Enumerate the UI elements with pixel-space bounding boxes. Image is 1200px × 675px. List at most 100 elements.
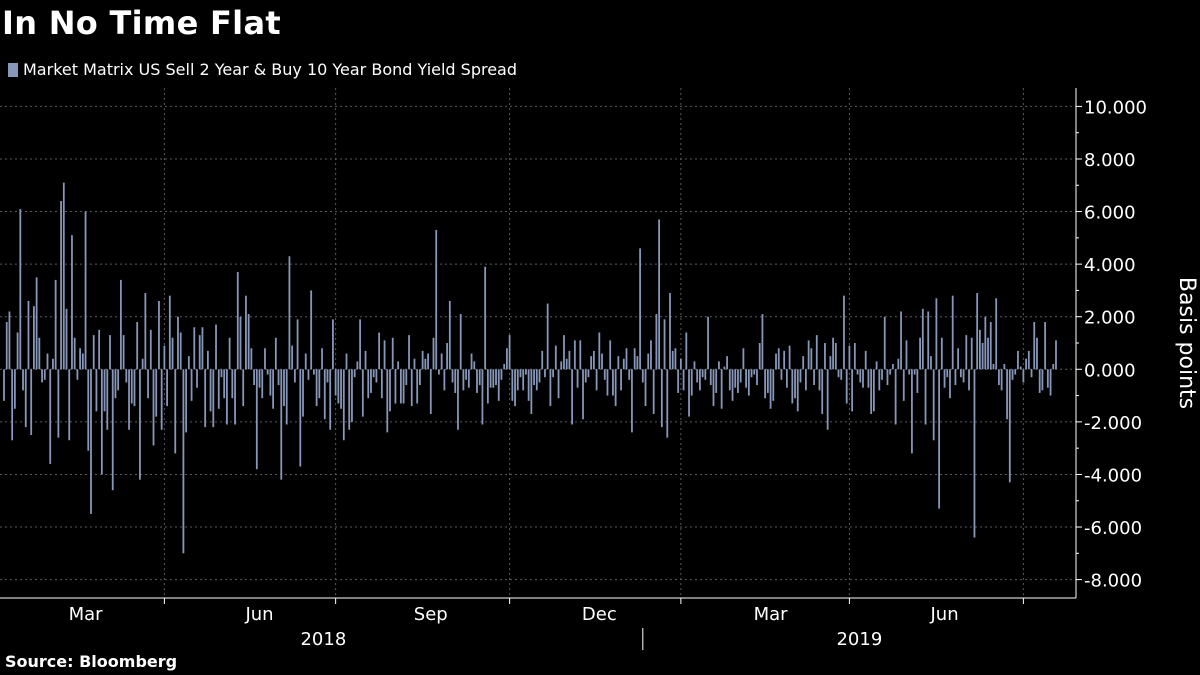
bar: [187, 356, 190, 370]
bar: [147, 369, 149, 399]
bar: [361, 369, 364, 417]
bar: [283, 369, 285, 407]
bar: [242, 369, 245, 407]
bar: [329, 369, 332, 430]
bar: [323, 369, 326, 420]
bar: [1025, 358, 1027, 370]
bar: [486, 369, 489, 404]
bar: [592, 350, 595, 370]
bar: [375, 369, 378, 383]
bar: [304, 353, 307, 370]
bar: [22, 369, 24, 391]
bar: [160, 369, 163, 430]
bar: [57, 369, 60, 438]
bar: [391, 337, 394, 370]
bar: [938, 369, 941, 509]
bar: [867, 369, 870, 388]
x-tick-label: Jun: [244, 604, 273, 625]
bar: [155, 369, 158, 417]
bar: [65, 308, 68, 370]
bar: [587, 369, 590, 378]
bar: [356, 361, 359, 370]
bar: [489, 369, 492, 388]
bar: [16, 332, 19, 370]
bar: [590, 356, 593, 370]
bar: [614, 369, 617, 407]
bar: [46, 353, 49, 370]
bar: [1006, 369, 1008, 420]
bar: [747, 369, 750, 396]
bar: [921, 308, 924, 370]
bar: [318, 369, 321, 399]
bar: [435, 229, 438, 370]
bar: [348, 369, 351, 430]
bar: [432, 337, 435, 370]
bar: [49, 369, 52, 464]
bar: [718, 361, 720, 370]
bar: [954, 369, 957, 386]
bar: [215, 324, 217, 370]
bar: [174, 369, 177, 454]
bar: [492, 369, 495, 388]
bar: [573, 340, 576, 370]
bar: [821, 369, 824, 414]
bar: [1000, 369, 1003, 391]
bar: [582, 369, 584, 420]
bar: [525, 369, 527, 375]
bar: [446, 343, 448, 370]
bar: [891, 364, 894, 370]
bar: [563, 335, 565, 370]
bar: [609, 340, 612, 370]
bar: [957, 348, 960, 370]
bar: [234, 369, 236, 425]
bar: [185, 369, 188, 433]
bar: [544, 369, 546, 378]
bar: [881, 369, 883, 380]
x-tick-label: Dec: [582, 604, 617, 625]
bar: [168, 295, 171, 370]
bar: [24, 369, 27, 428]
bar: [272, 369, 275, 409]
bar: [886, 369, 889, 386]
bar: [427, 353, 429, 370]
bar: [677, 369, 680, 393]
bar: [908, 369, 911, 375]
bar: [71, 235, 73, 370]
bar: [758, 343, 761, 370]
bar: [935, 298, 938, 370]
bar: [217, 369, 220, 409]
bar: [334, 369, 337, 396]
bar: [690, 369, 693, 396]
bar: [264, 348, 266, 370]
bar: [1030, 369, 1033, 378]
bar: [84, 211, 87, 370]
bar: [791, 369, 794, 404]
bar: [454, 369, 457, 393]
bar: [228, 337, 231, 370]
bar: [666, 369, 669, 438]
bar: [728, 369, 731, 391]
bar: [196, 369, 198, 388]
bar: [679, 358, 682, 370]
bar: [236, 272, 239, 370]
bar: [255, 369, 258, 470]
bar: [660, 369, 663, 428]
bar: [1003, 364, 1006, 370]
bar: [584, 369, 587, 383]
bar: [144, 293, 147, 370]
bar: [652, 369, 655, 414]
bar: [476, 369, 478, 393]
bar: [1046, 369, 1049, 388]
bar: [516, 369, 519, 391]
bar: [413, 358, 416, 370]
bar: [805, 369, 807, 391]
bar: [883, 316, 886, 370]
bar: [505, 348, 508, 370]
bar: [288, 256, 291, 370]
bar: [98, 329, 101, 370]
bar: [633, 348, 636, 370]
bar: [247, 314, 250, 370]
bar: [783, 350, 786, 370]
bar: [1033, 321, 1036, 370]
